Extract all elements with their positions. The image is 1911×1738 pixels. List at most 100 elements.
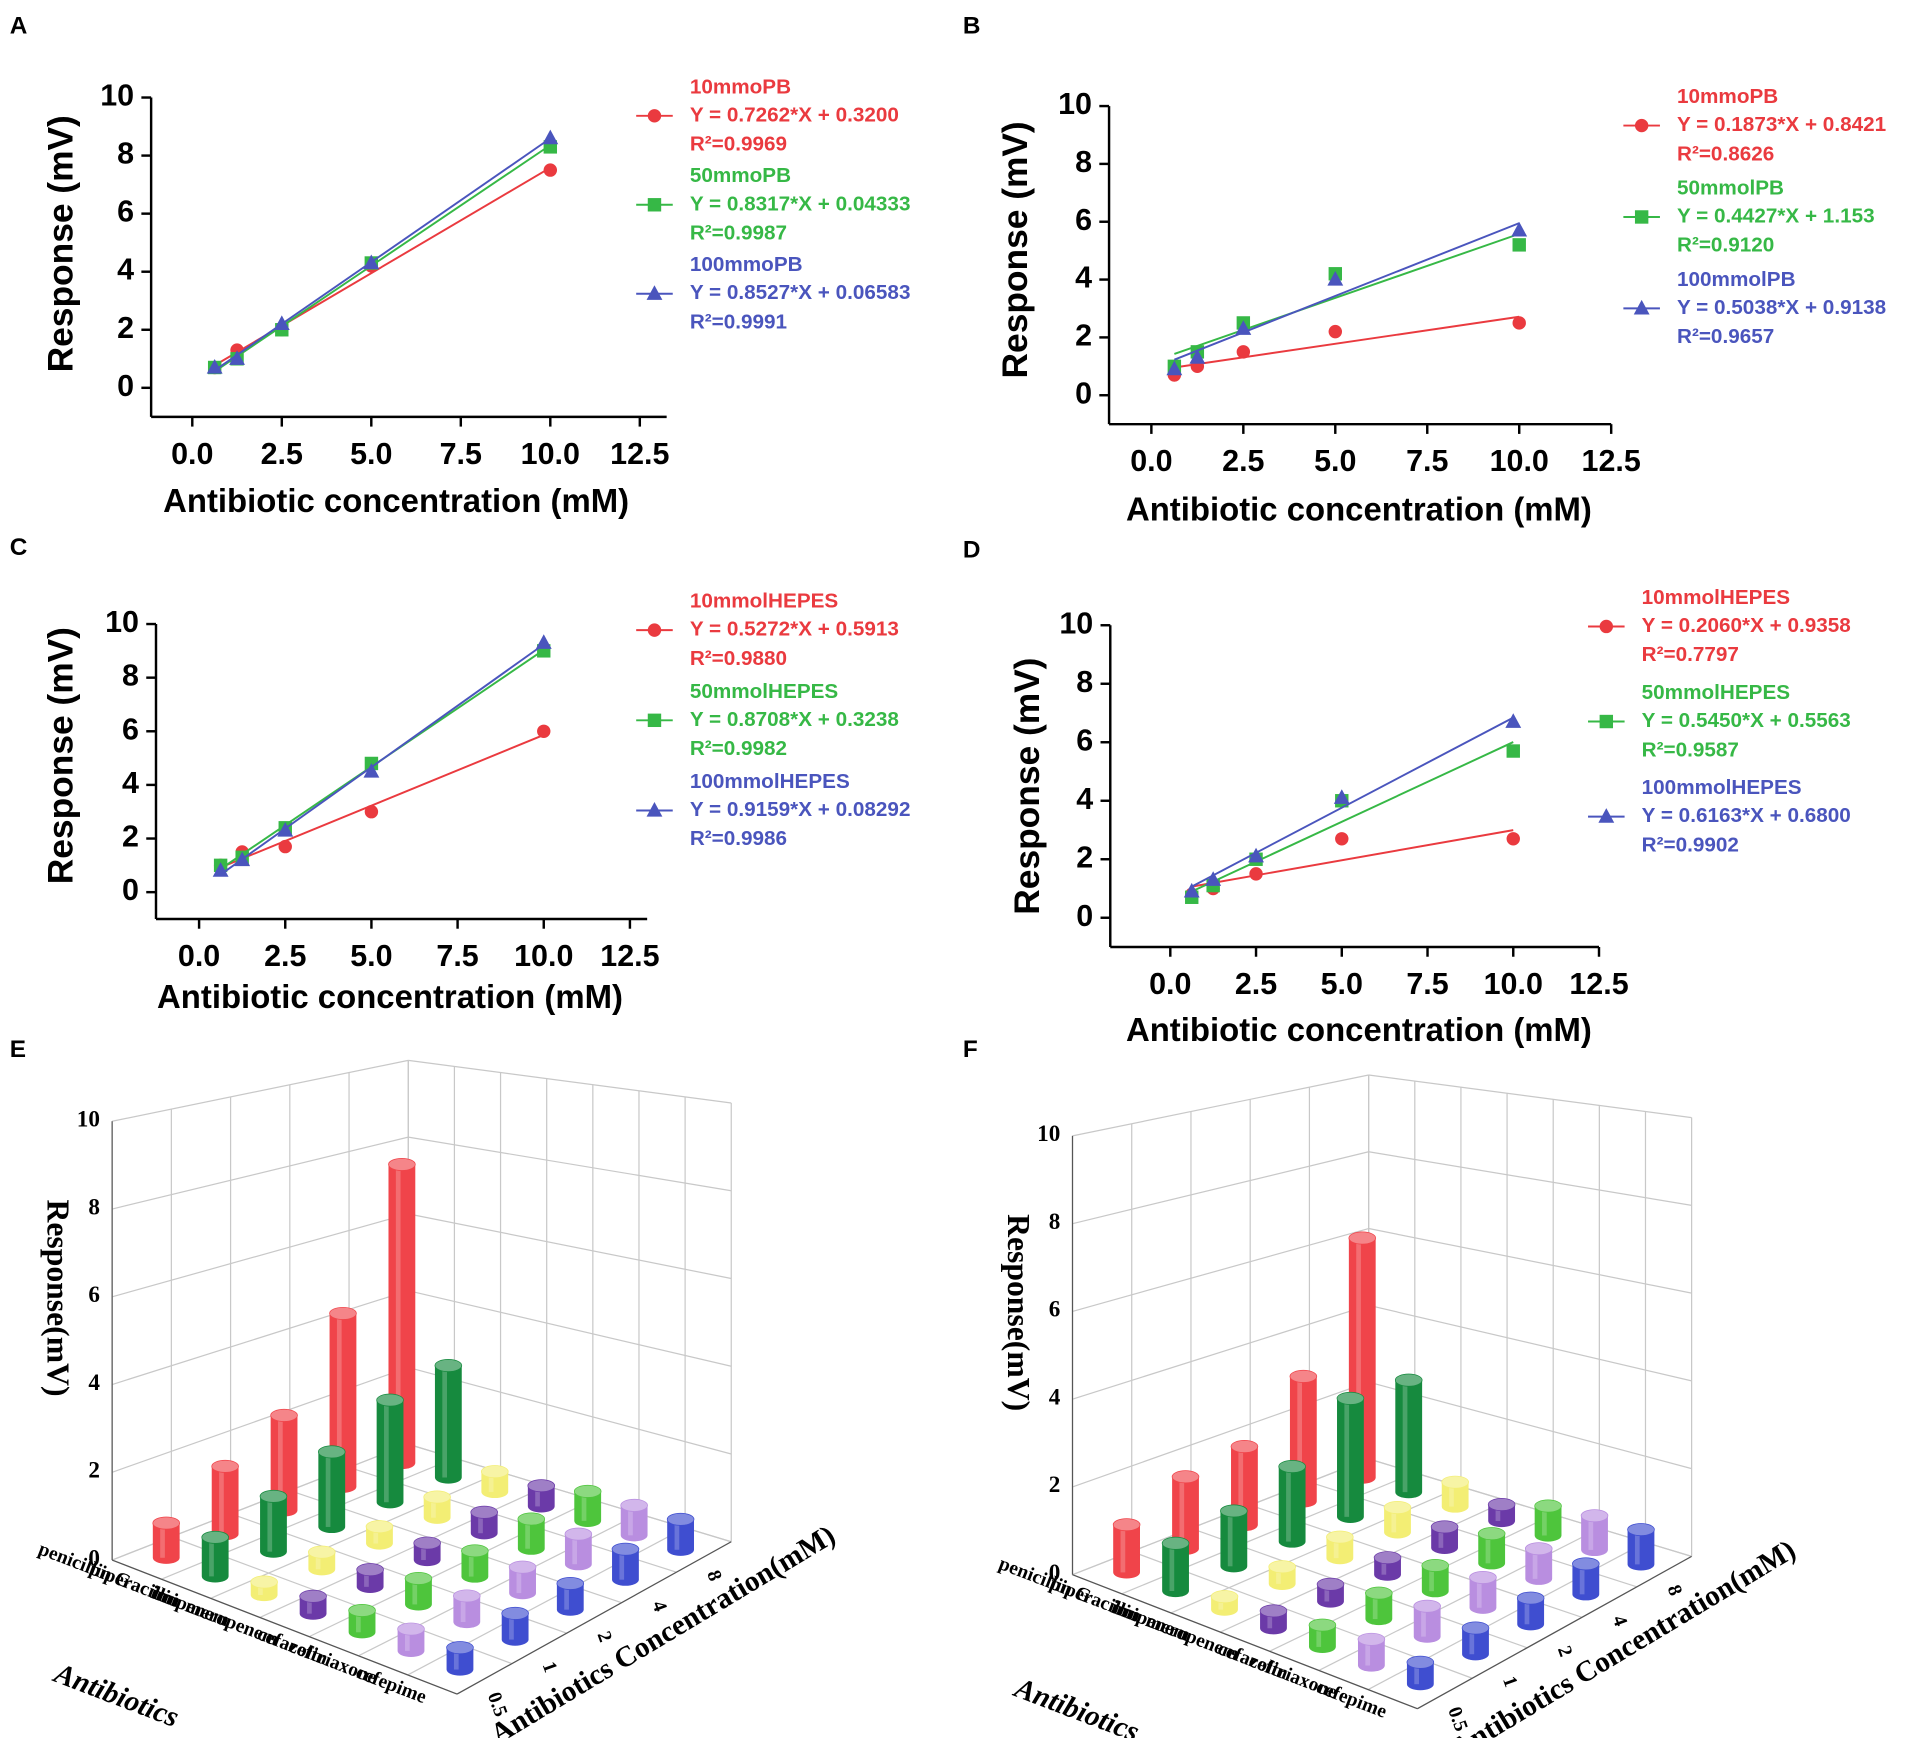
- bar-highlight: [219, 1466, 224, 1535]
- bar-top: [517, 1512, 546, 1526]
- legend-equation: Y = 0.6163*X + 0.6800: [1642, 804, 1851, 827]
- x-tick-label: 12.5: [1582, 444, 1641, 478]
- bar-highlight: [1476, 1577, 1482, 1608]
- bar-body: [470, 1512, 498, 1540]
- legend-r-squared: R²=0.9991: [690, 310, 787, 333]
- bar-highlight: [1276, 1566, 1281, 1584]
- z-tick-label: 8: [88, 1194, 100, 1220]
- bar-top: [413, 1536, 441, 1550]
- y-tick-label: 0: [1075, 376, 1092, 410]
- legend-r-squared: R²=0.8626: [1677, 142, 1774, 165]
- legend-marker: [646, 285, 663, 300]
- bar-highlight: [674, 1519, 680, 1550]
- bar-body: [612, 1549, 639, 1586]
- y-tick-label: 6: [122, 712, 139, 746]
- grid-line: [111, 1213, 409, 1298]
- bar: [250, 1575, 278, 1602]
- bar-top: [1357, 1632, 1386, 1646]
- bar: [556, 1576, 585, 1616]
- bar-top: [1316, 1577, 1345, 1591]
- legend-marker: [646, 801, 663, 817]
- bar: [1524, 1542, 1553, 1585]
- bar-top: [270, 1408, 298, 1422]
- data-point: [212, 862, 229, 877]
- bar: [376, 1393, 404, 1509]
- grid-line: [1072, 1151, 1369, 1225]
- data-point: [277, 821, 294, 837]
- legend-marker: [647, 623, 662, 637]
- bar-top: [1308, 1618, 1337, 1632]
- bar-top: [1220, 1504, 1248, 1518]
- z-tick-label: 2: [1049, 1472, 1061, 1498]
- bar-body: [667, 1519, 695, 1556]
- data-point: [234, 851, 251, 867]
- bar: [1210, 1590, 1239, 1616]
- legend-name: 50mmoPB: [690, 164, 791, 187]
- y-tick-label: 4: [122, 766, 139, 800]
- y-tick-label: 0: [117, 369, 134, 403]
- grid-line: [1368, 1151, 1692, 1206]
- grid-line: [408, 1213, 732, 1280]
- bar: [446, 1641, 474, 1676]
- data-point: [364, 805, 379, 819]
- bar-highlight: [421, 1543, 426, 1561]
- bar: [299, 1589, 327, 1620]
- z-axis-title: Response(mV): [41, 1199, 76, 1396]
- bar-highlight: [1218, 1596, 1224, 1610]
- bar: [404, 1571, 433, 1611]
- y-tick-label: 10: [1058, 87, 1092, 121]
- bar-body: [376, 1400, 404, 1509]
- x-tick-label: 0.0: [1149, 967, 1191, 1001]
- fit-line: [1191, 741, 1514, 893]
- data-point: [229, 350, 245, 365]
- data-point: [1205, 871, 1222, 886]
- legend-equation: Y = 0.5450*X + 0.5563: [1642, 709, 1851, 732]
- x-tick-label: 10.0: [1490, 444, 1549, 478]
- bar-top: [1336, 1391, 1365, 1405]
- panel-label: D: [963, 536, 981, 563]
- legend-r-squared: R²=0.9969: [690, 133, 787, 156]
- bar: [1268, 1560, 1296, 1590]
- bar-body: [501, 1613, 529, 1646]
- legend-r-squared: R²=0.9987: [690, 222, 787, 245]
- bar: [453, 1589, 481, 1629]
- bar-top: [461, 1544, 489, 1558]
- bar-highlight: [453, 1647, 459, 1670]
- y-tick-label: 10: [1059, 606, 1093, 640]
- y-tick-label: 4: [1075, 261, 1092, 295]
- bar: [1441, 1475, 1469, 1513]
- legend-r-squared: R²=0.9902: [1642, 833, 1739, 856]
- x-axis: [1072, 1574, 1418, 1710]
- bar-body: [1478, 1533, 1506, 1570]
- bar-highlight: [1324, 1584, 1330, 1602]
- y-tick-label: 2: [122, 820, 139, 854]
- legend-name: 100mmolHEPES: [690, 770, 850, 793]
- bar-body: [1317, 1584, 1344, 1608]
- bar: [1413, 1599, 1441, 1643]
- bar-highlight: [1402, 1380, 1408, 1493]
- bar-body: [1162, 1543, 1189, 1598]
- data-point: [363, 254, 380, 270]
- bar-highlight: [572, 1534, 578, 1565]
- bar: [564, 1527, 593, 1571]
- bar-highlight: [1333, 1537, 1339, 1559]
- grid-line: [1368, 1227, 1692, 1294]
- bar-body: [453, 1595, 481, 1629]
- x-axis-title: Antibiotics: [48, 1657, 183, 1734]
- bar-body: [1309, 1625, 1336, 1654]
- bar-highlight: [1365, 1639, 1371, 1666]
- bar-highlight: [1414, 1662, 1420, 1685]
- legend-name: 100mmoPB: [690, 253, 803, 276]
- legend-equation: Y = 0.4427*X + 1.153: [1677, 204, 1875, 227]
- data-point: [1166, 360, 1183, 376]
- legend-name: 50mmolHEPES: [690, 680, 838, 703]
- x-tick-label: 10.0: [521, 437, 580, 471]
- bar-highlight: [160, 1523, 165, 1558]
- bar-body: [1469, 1577, 1497, 1614]
- bar-highlight: [1227, 1510, 1233, 1567]
- bar: [611, 1542, 640, 1586]
- bar-body: [1572, 1563, 1600, 1601]
- bar: [1220, 1504, 1248, 1573]
- bar-top: [1461, 1621, 1490, 1635]
